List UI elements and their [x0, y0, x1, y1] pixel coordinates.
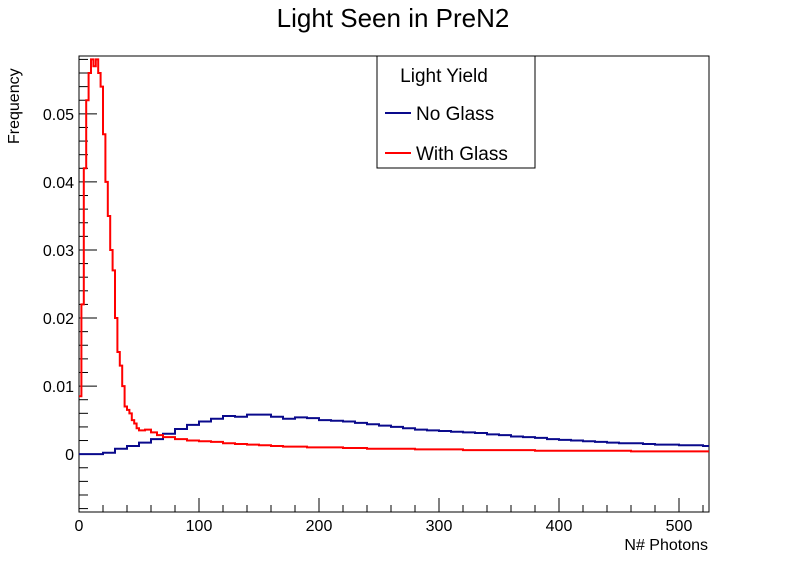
chart-title: Light Seen in PreN2 — [277, 3, 510, 33]
x-tick-label: 200 — [306, 518, 333, 535]
legend-title: Light Yield — [400, 66, 488, 87]
legend: Light Yield No Glass With Glass — [376, 55, 536, 169]
y-tick-label: 0 — [65, 447, 74, 464]
y-tick-label: 0.01 — [43, 379, 74, 396]
x-tick-label: 0 — [75, 518, 84, 535]
x-axis-label: N# Photons — [624, 537, 708, 554]
x-tick-label: 300 — [426, 518, 453, 535]
series-layer — [79, 58, 709, 456]
x-axis-ticks — [78, 498, 704, 512]
y-tick-label: 0.05 — [43, 107, 74, 124]
y-tick-label: 0.02 — [43, 311, 74, 328]
y-tick-label: 0.03 — [43, 243, 74, 260]
series-with-glass — [79, 58, 709, 453]
legend-label-no-glass: No Glass — [416, 104, 494, 125]
x-tick-label: 400 — [546, 518, 573, 535]
y-axis-tick-labels: 0 0.01 0.02 0.03 0.04 0.05 — [43, 107, 74, 464]
x-axis-tick-labels: 0 100 200 300 400 500 — [75, 518, 693, 535]
x-tick-label: 100 — [186, 518, 213, 535]
y-tick-label: 0.04 — [43, 175, 74, 192]
legend-label-with-glass: With Glass — [416, 144, 508, 165]
x-tick-label: 500 — [666, 518, 693, 535]
series-no-glass — [79, 413, 709, 456]
y-axis-label: Frequency — [6, 68, 23, 144]
y-axis-ticks — [79, 58, 97, 510]
